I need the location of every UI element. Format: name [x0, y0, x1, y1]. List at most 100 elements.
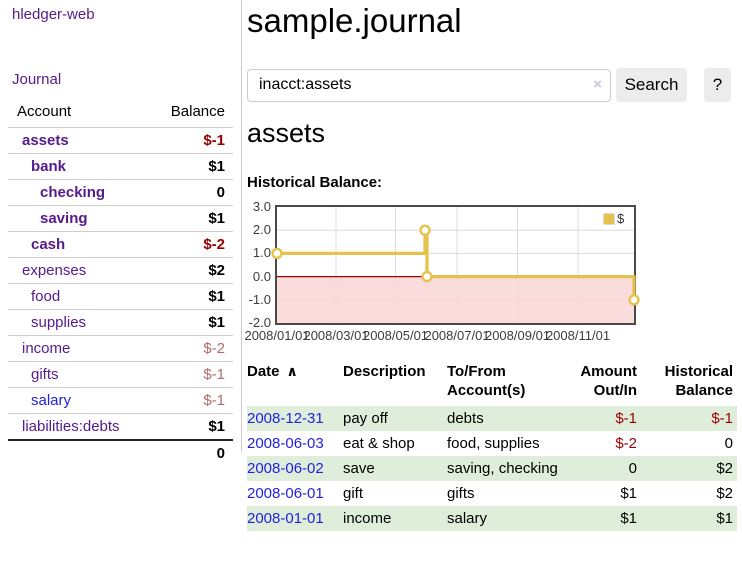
- transaction-accounts: gifts: [447, 485, 475, 502]
- account-link-income[interactable]: income: [22, 340, 71, 357]
- main-content: sample.journal × Search ? assets Histori…: [244, 0, 742, 582]
- account-row-gifts: gifts $-1: [8, 361, 233, 388]
- search-input[interactable]: [247, 68, 611, 102]
- transaction-date-link[interactable]: 2008-06-03: [247, 435, 324, 452]
- register-row: 2008-01-01 income salary $1 $1: [247, 506, 737, 531]
- account-row-liabilities-debts: liabilities:debts $1: [8, 413, 233, 440]
- transaction-balance: $-1: [641, 406, 737, 431]
- legend-label: $: [617, 211, 625, 226]
- register-header-amount: Amount Out/In: [580, 363, 637, 399]
- register-row: 2008-12-31 pay off debts $-1 $-1: [247, 406, 737, 431]
- transaction-date-link[interactable]: 2008-12-31: [247, 410, 324, 427]
- historical-balance-chart: 3.0 2.0 1.0 0.0 -1.0 -2.0: [244, 199, 742, 350]
- transaction-accounts: debts: [447, 406, 565, 431]
- balance-line-svg: [271, 207, 640, 323]
- account-balance: $1: [145, 283, 233, 310]
- account-row-assets: assets $-1: [8, 127, 233, 154]
- plot-area: [271, 205, 640, 325]
- account-balance: $-1: [145, 127, 233, 154]
- clear-search-icon[interactable]: ×: [593, 75, 602, 93]
- register-row: 2008-06-02 save saving, checking 0 $2: [247, 456, 737, 481]
- account-link-saving[interactable]: saving: [40, 210, 88, 227]
- transaction-amount: 0: [565, 456, 641, 481]
- account-row-income: income $-2: [8, 335, 233, 362]
- account-row-supplies: supplies $1: [8, 309, 233, 336]
- account-row-expenses: expenses $2: [8, 257, 233, 284]
- transaction-description: gift: [343, 485, 364, 502]
- search-button[interactable]: Search: [616, 68, 687, 102]
- register-row: 2008-06-03 eat & shop food, supplies $-2…: [247, 431, 737, 456]
- account-balance: $1: [145, 153, 233, 180]
- transaction-balance: $2: [716, 485, 733, 502]
- x-tick: 2008/09/01: [484, 328, 551, 343]
- transaction-date-link[interactable]: 2008-06-01: [247, 485, 324, 502]
- sidebar: hledger-web Journal Account Balance asse…: [0, 0, 242, 466]
- account-link-food[interactable]: food: [31, 288, 61, 305]
- register-header-date[interactable]: Date ∧: [247, 360, 343, 406]
- transaction-balance: $1: [641, 506, 737, 531]
- search-input-wrap: ×: [247, 68, 611, 102]
- account-link-liabilities-debts[interactable]: liabilities:debts: [22, 418, 120, 435]
- transaction-accounts: salary: [447, 506, 565, 531]
- account-link-supplies[interactable]: supplies: [31, 314, 87, 331]
- y-tick: 0.0: [252, 269, 271, 284]
- account-link-checking[interactable]: checking: [40, 184, 106, 201]
- account-balance: $-2: [145, 231, 233, 258]
- help-button[interactable]: ?: [704, 68, 731, 102]
- account-balance: $2: [145, 257, 233, 284]
- account-link-gifts[interactable]: gifts: [31, 366, 59, 383]
- register-header-balance: Historical Balance: [664, 363, 733, 399]
- x-tick: 2008/01/01: [244, 328, 310, 343]
- account-row-cash: cash $-2: [8, 231, 233, 258]
- accounts-total-value: 0: [145, 439, 233, 466]
- account-link-cash[interactable]: cash: [31, 236, 66, 253]
- transaction-amount: $-1: [565, 406, 641, 431]
- search-form: × Search ?: [247, 68, 731, 102]
- transaction-amount: $1: [565, 506, 641, 531]
- account-balance: $1: [145, 205, 233, 232]
- account-balance: $-2: [145, 335, 233, 362]
- chart-title: Historical Balance:: [247, 174, 383, 191]
- transaction-description: eat & shop: [343, 435, 415, 452]
- register-header-row: Date ∧ Description To/From Account(s) Amo…: [247, 360, 737, 406]
- account-balance: $-1: [145, 361, 233, 388]
- accounts-header-account: Account: [17, 103, 72, 120]
- transaction-amount: $-2: [615, 435, 637, 452]
- date-header-label: Date: [247, 363, 280, 380]
- register-table: Date ∧ Description To/From Account(s) Amo…: [247, 360, 737, 531]
- transaction-accounts: food, supplies: [447, 435, 540, 452]
- y-tick: 1.0: [252, 245, 271, 260]
- account-link-expenses[interactable]: expenses: [22, 262, 87, 279]
- transaction-description: pay off: [343, 406, 447, 431]
- transaction-description: income: [343, 506, 447, 531]
- legend-swatch-icon: [603, 212, 615, 225]
- x-tick: 2008/03/01: [303, 328, 369, 343]
- x-tick: 2008/05/01: [362, 328, 429, 343]
- account-row-checking: checking 0: [8, 179, 233, 206]
- account-row-bank: bank $1: [8, 153, 233, 180]
- accounts-total-spacer: [8, 439, 146, 466]
- account-link-salary[interactable]: salary: [31, 392, 72, 409]
- y-tick: 3.0: [252, 199, 271, 214]
- sidebar-item-journal[interactable]: Journal: [12, 71, 62, 88]
- accounts-table: Account Balance assets $-1 bank $1 check…: [8, 100, 233, 466]
- account-heading: assets: [247, 118, 326, 148]
- accounts-header-row: Account Balance: [8, 100, 233, 128]
- account-balance: $1: [145, 413, 233, 440]
- transaction-date-link[interactable]: 2008-06-02: [247, 460, 324, 477]
- account-link-bank[interactable]: bank: [31, 158, 67, 175]
- account-row-salary: salary $-1: [8, 387, 233, 414]
- transaction-date-link[interactable]: 2008-01-01: [247, 510, 324, 527]
- sort-ascending-icon: ∧: [286, 363, 298, 379]
- register-header-tofrom: To/From Account(s): [447, 363, 526, 399]
- account-row-food: food $1: [8, 283, 233, 310]
- y-tick: -2.0: [248, 315, 271, 330]
- page-title: sample.journal: [247, 2, 462, 39]
- chart-legend: $: [603, 211, 624, 226]
- accounts-header-balance: Balance: [170, 103, 225, 120]
- account-balance: 0: [145, 179, 233, 206]
- brand-link[interactable]: hledger-web: [12, 6, 95, 23]
- transaction-accounts: saving, checking: [447, 456, 565, 481]
- account-link-assets[interactable]: assets: [22, 132, 69, 149]
